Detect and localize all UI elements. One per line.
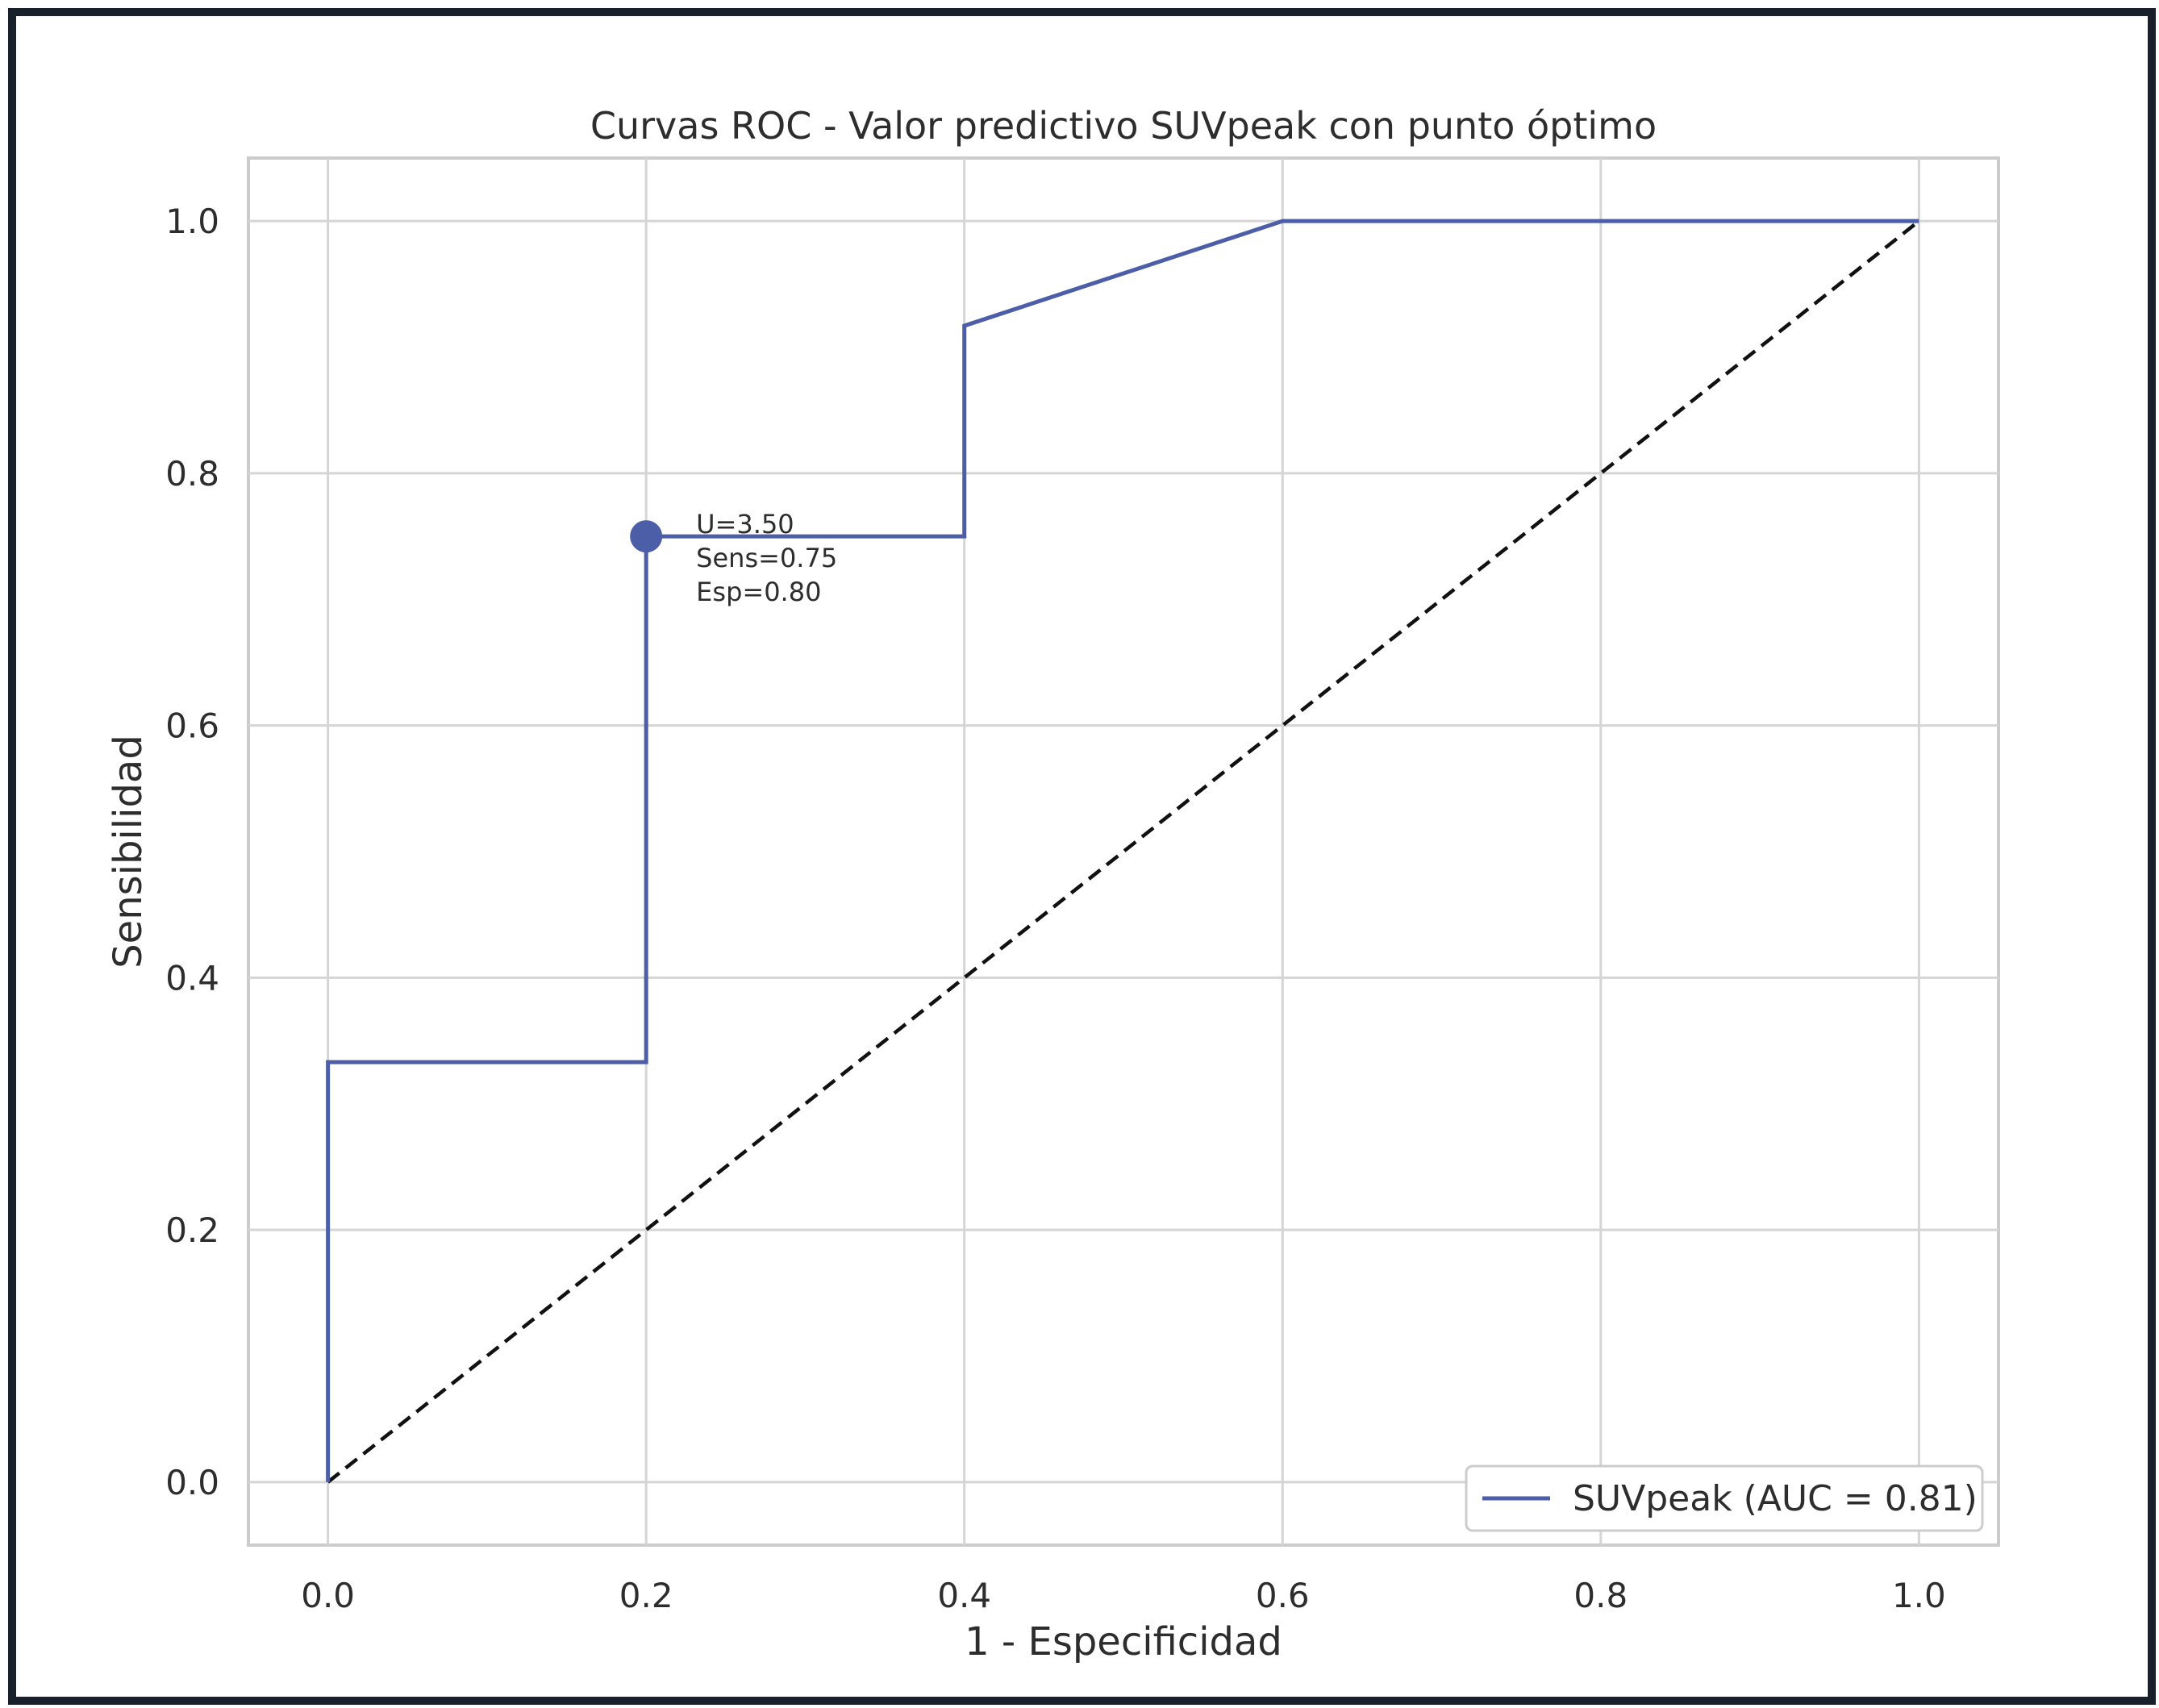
x-tick-label: 0.8 xyxy=(1573,1576,1628,1615)
y-tick-label: 0.2 xyxy=(165,1210,219,1250)
x-axis-label: 1 - Especificidad xyxy=(965,1619,1282,1664)
x-tick-label: 0.2 xyxy=(619,1576,673,1615)
y-tick-label: 0.6 xyxy=(165,706,219,746)
chart-title: Curvas ROC - Valor predictivo SUVpeak co… xyxy=(590,104,1657,148)
series-layer xyxy=(326,219,1920,1484)
legend-box xyxy=(1465,1464,1984,1532)
x-tick-label: 0.6 xyxy=(1256,1576,1310,1615)
optimal-point-label-line: Esp=0.80 xyxy=(696,577,821,607)
y-tick-label: 0.4 xyxy=(165,958,219,998)
optimal-point-marker xyxy=(630,520,663,553)
optimal-point-label-line: U=3.50 xyxy=(696,509,794,539)
y-axis-label: Sensibilidad xyxy=(106,735,151,969)
legend: SUVpeak (AUC = 0.81) xyxy=(1465,1464,1984,1532)
roc-curve-suvpeak xyxy=(326,219,1919,1482)
x-tick-label: 1.0 xyxy=(1892,1576,1946,1615)
plot-area xyxy=(247,156,2000,1547)
x-tick-label: 0.4 xyxy=(937,1576,991,1615)
legend-entry-suvpeak: SUVpeak (AUC = 0.81) xyxy=(1573,1478,1978,1519)
tick-labels: 0.0 0.2 0.4 0.6 0.8 1.0 0.0 0.2 0.4 0.6 0.8 1.0 xyxy=(165,202,1946,1615)
y-tick-label: 0.0 xyxy=(165,1463,219,1502)
y-tick-label: 1.0 xyxy=(165,202,219,241)
optimal-point-annotation: U=3.50 Sens=0.75 Esp=0.80 xyxy=(630,509,837,607)
optimal-point-label-line: Sens=0.75 xyxy=(696,543,837,573)
y-tick-label: 0.8 xyxy=(165,454,219,494)
x-tick-label: 0.0 xyxy=(301,1576,355,1615)
